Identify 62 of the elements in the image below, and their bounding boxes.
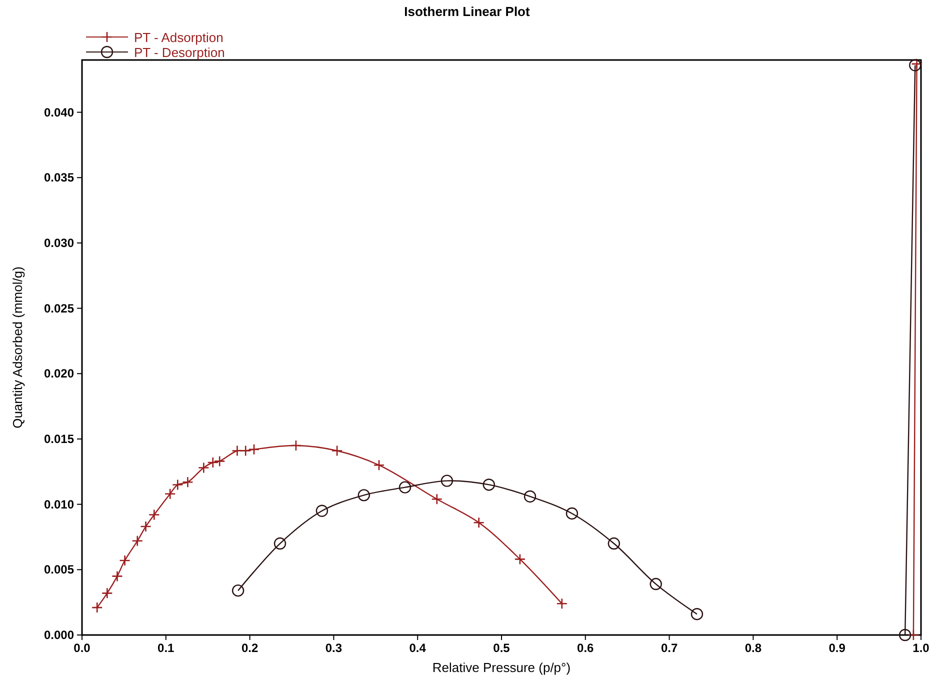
point (556, 598, 568, 610)
point (119, 554, 130, 566)
point (91, 602, 103, 614)
point (482, 478, 496, 491)
point (182, 476, 194, 488)
y-tick-label: 0.040 (44, 105, 74, 120)
point (240, 445, 252, 456)
point (331, 445, 343, 456)
y-tick-label: 0.015 (44, 432, 74, 446)
point (207, 456, 219, 468)
y-tick-label: 0.025 (44, 301, 74, 316)
point (316, 504, 328, 517)
y-tick-label: 0.030 (44, 236, 74, 250)
x-tick-label: 1.0 (912, 641, 930, 655)
point (172, 479, 184, 490)
point (198, 462, 210, 474)
y-tick-label: 0.000 (44, 628, 74, 642)
point (358, 489, 370, 502)
point (232, 445, 243, 456)
chart-title: Isotherm Linear Plot (404, 4, 531, 19)
y-axis-title: Quantity Adsorbed (mmol/g) (10, 266, 25, 428)
point (566, 507, 578, 520)
point (650, 578, 662, 590)
x-tick-label: 0.3 (325, 641, 342, 655)
point (431, 493, 443, 505)
point (473, 516, 484, 528)
point (898, 628, 912, 642)
y-tick-label: 0.035 (44, 170, 74, 185)
legend-label: PT - Desorption (134, 45, 225, 60)
point (608, 537, 620, 550)
point (148, 509, 160, 520)
point (112, 570, 123, 582)
x-tick-label: 0.6 (577, 641, 594, 655)
point (274, 537, 286, 550)
x-axis-title: Relative Pressure (p/p°) (432, 660, 571, 675)
point (398, 481, 412, 494)
point (373, 459, 385, 471)
x-tick-label: 0.1 (158, 641, 175, 655)
x-tick-label: 0.9 (828, 641, 846, 655)
point (164, 488, 176, 500)
point (232, 584, 244, 597)
y-tick-label: 0.020 (44, 366, 74, 381)
point (214, 456, 226, 467)
x-tick-label: 0.7 (660, 641, 678, 655)
point (908, 629, 920, 641)
x-tick-label: 0.2 (241, 641, 258, 655)
point (514, 554, 526, 565)
x-tick-label: 0.8 (744, 641, 762, 655)
point (140, 520, 152, 532)
point (132, 535, 144, 547)
x-tick-label: 0.4 (409, 641, 426, 655)
point (524, 490, 536, 503)
point (290, 440, 302, 452)
x-tick-label: 0.0 (74, 641, 91, 655)
point (440, 474, 454, 487)
legend-label: PT - Adsorption (134, 30, 224, 45)
point (102, 588, 113, 599)
point (690, 608, 704, 620)
y-tick-label: 0.005 (44, 562, 74, 577)
x-tick-label: 0.5 (493, 641, 510, 655)
y-tick-label: 0.010 (44, 497, 74, 512)
point (248, 444, 260, 456)
